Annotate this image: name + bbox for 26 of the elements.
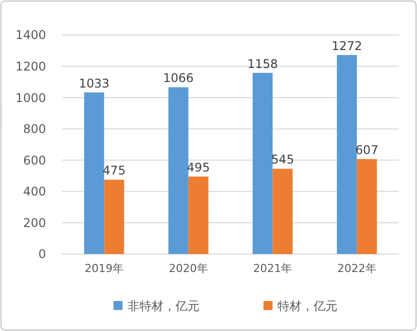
x-tick-label: 2022年 <box>337 262 376 275</box>
y-tick-label: 0 <box>38 247 46 262</box>
y-tick-label: 600 <box>23 153 46 168</box>
y-tick-label: 200 <box>23 216 46 230</box>
bar <box>356 159 377 254</box>
data-label: 1158 <box>247 56 278 71</box>
x-tick-label: 2021年 <box>253 262 292 275</box>
data-label: 1033 <box>78 76 110 90</box>
bar <box>168 87 188 254</box>
data-label: 1066 <box>163 71 194 86</box>
data-label: 1272 <box>332 39 362 54</box>
bar <box>84 92 104 254</box>
bar <box>252 72 273 254</box>
bar <box>188 176 208 254</box>
y-tick-label: 1000 <box>15 90 46 105</box>
bar <box>336 55 357 254</box>
legend-label: 特材，亿元 <box>278 299 338 314</box>
bar <box>272 168 293 254</box>
x-tick-label: 2020年 <box>168 262 208 275</box>
y-tick-label: 800 <box>23 122 46 136</box>
y-tick-label: 400 <box>23 184 46 199</box>
bar <box>104 180 124 254</box>
x-tick-label: 2019年 <box>84 262 124 275</box>
y-tick-label: 1200 <box>15 59 46 74</box>
legend-label: 非特材，亿元 <box>128 299 200 314</box>
y-tick-label: 1400 <box>15 28 46 42</box>
